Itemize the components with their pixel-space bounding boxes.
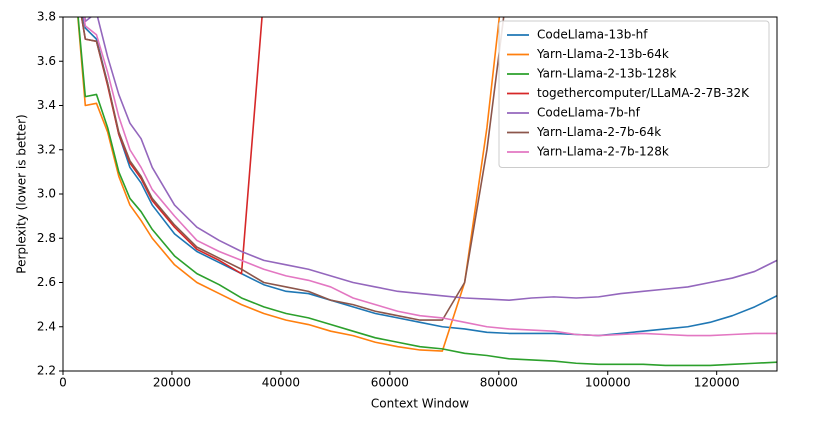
y-tick-label: 3.0 [37, 187, 56, 201]
x-tick-label: 80000 [480, 376, 518, 390]
y-tick-label: 2.8 [37, 231, 56, 245]
legend-label: Yarn-Llama-2-7b-64k [536, 125, 661, 139]
plot-lines [77, 17, 777, 367]
y-tick-label: 3.6 [37, 54, 56, 68]
legend-label: Yarn-Llama-2-13b-128k [536, 67, 677, 81]
x-tick-label: 0 [59, 376, 67, 390]
x-axis-label: Context Window [371, 397, 469, 411]
y-tick-label: 3.2 [37, 142, 56, 156]
x-tick-label: 120000 [694, 376, 740, 390]
x-tick-label: 20000 [153, 376, 191, 390]
legend-label: togethercomputer/LLaMA-2-7B-32K [537, 86, 750, 100]
y-axis-label: Perplexity (lower is better) [15, 114, 29, 273]
legend-label: CodeLlama-13b-hf [537, 28, 648, 42]
series-line [83, 17, 777, 301]
legend-label: Yarn-Llama-2-7b-128k [536, 145, 669, 159]
series-line [80, 17, 505, 321]
series-line [82, 17, 777, 337]
legend-label: CodeLlama-7b-hf [537, 106, 641, 120]
y-tick-label: 2.6 [37, 275, 56, 289]
y-tick-label: 3.8 [37, 10, 56, 24]
x-tick-label: 60000 [371, 376, 409, 390]
legend-label: Yarn-Llama-2-13b-64k [536, 47, 669, 61]
series-line [77, 17, 501, 352]
y-tick-label: 3.4 [37, 98, 56, 112]
x-tick-label: 100000 [585, 376, 631, 390]
y-tick-label: 2.2 [37, 364, 56, 378]
series-line [77, 17, 777, 367]
y-tick-label: 2.4 [37, 319, 56, 333]
x-tick-label: 40000 [262, 376, 300, 390]
legend-box [498, 20, 770, 168]
series-line [83, 17, 777, 337]
